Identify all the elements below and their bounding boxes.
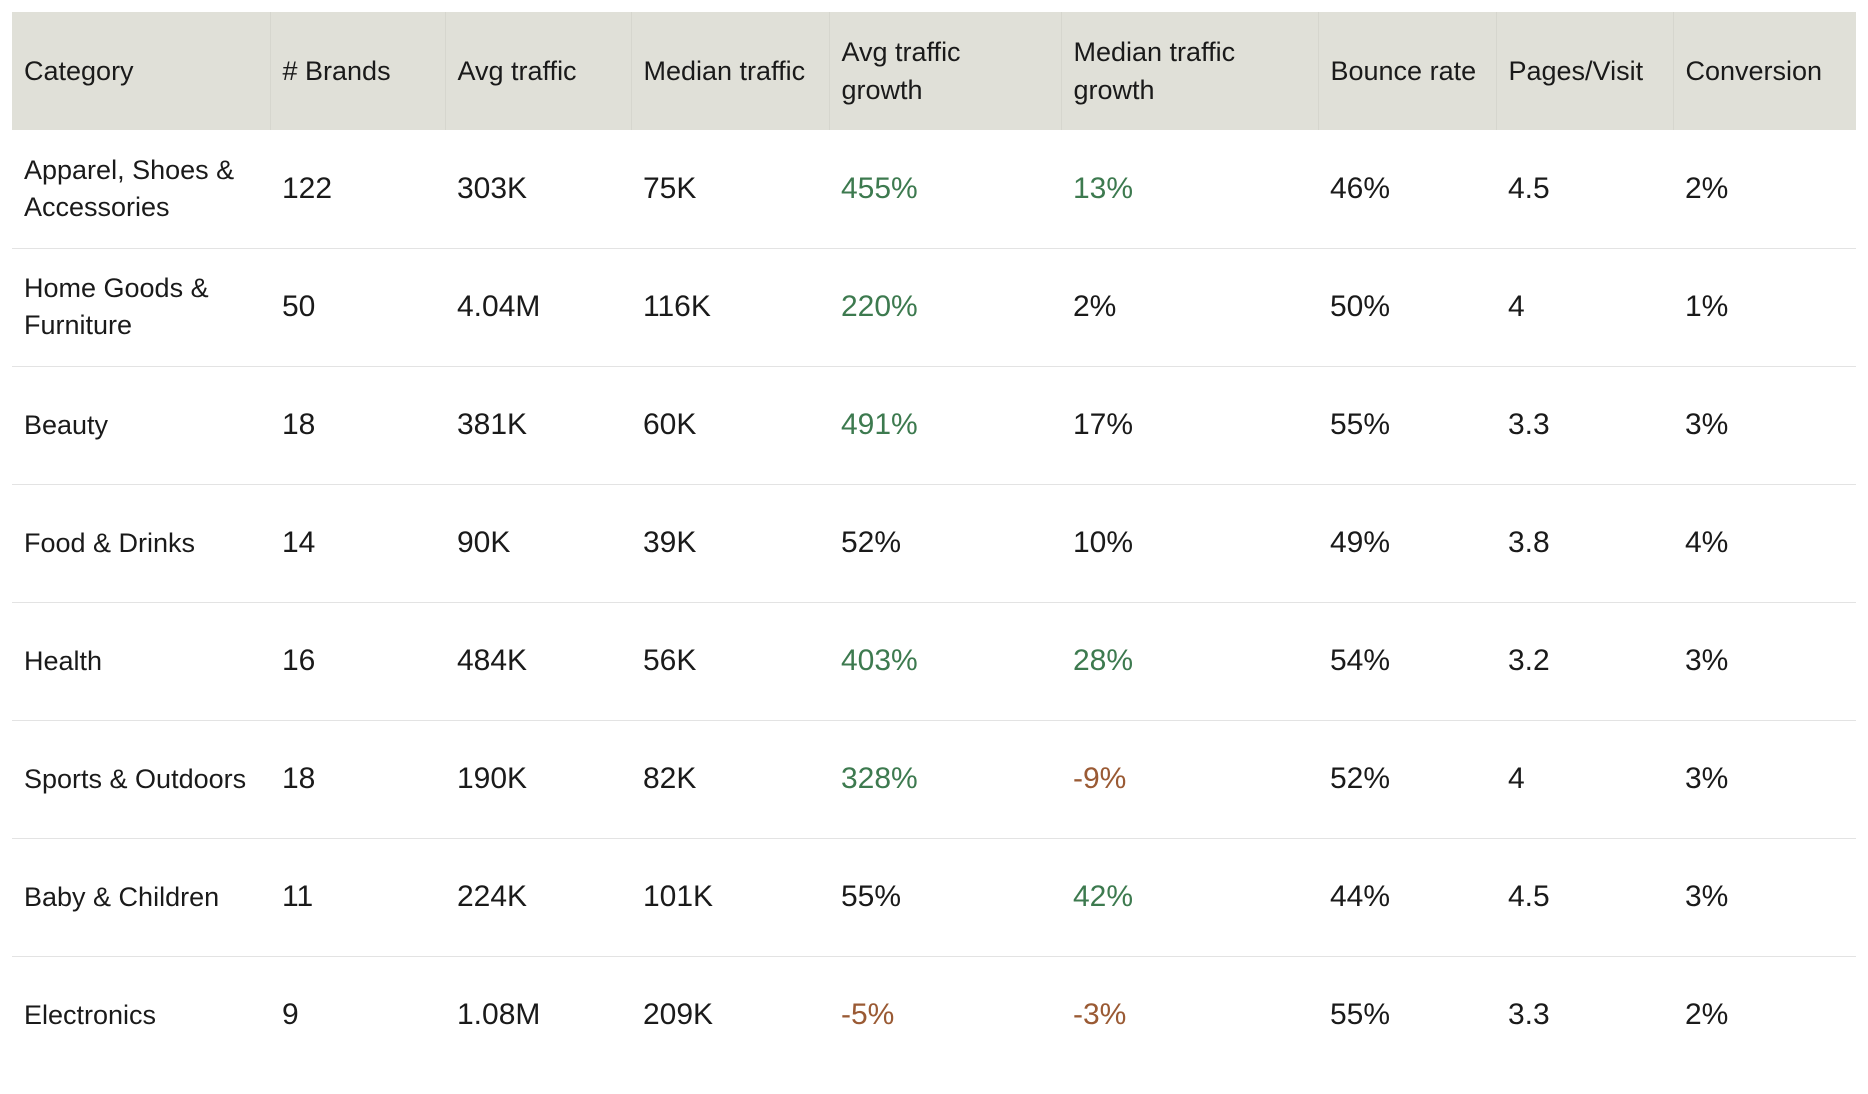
cell-conversion: 3% [1685, 408, 1729, 441]
cell-median-traffic-growth: -3% [1073, 998, 1127, 1032]
column-header-bounce-rate[interactable]: Bounce rate [1318, 12, 1497, 130]
category-metrics-table-container: Category # Brands Avg traffic Median tra… [12, 12, 1856, 1074]
cell-avg-traffic-growth: 491% [841, 408, 918, 441]
table-row: Sports & Outdoors 18 190K 82K 328% -9% 52% 4 3% [12, 720, 1856, 838]
column-header-median-traffic-growth[interactable]: Median traffic growth [1061, 12, 1319, 130]
cell-avg-traffic-growth: 328% [841, 762, 918, 795]
cell-median-traffic: 60K [643, 408, 697, 441]
cell-conversion: 2% [1685, 998, 1729, 1032]
cell-conversion: 1% [1685, 290, 1729, 323]
cell-conversion: 2% [1685, 171, 1729, 205]
cell-bounce-rate: 54% [1330, 644, 1391, 677]
cell-median-traffic-growth: 17% [1073, 408, 1134, 441]
table-header: Category # Brands Avg traffic Median tra… [12, 12, 1856, 130]
column-header-brands[interactable]: # Brands [270, 12, 446, 130]
column-header-avg-traffic-growth[interactable]: Avg traffic growth [829, 12, 1062, 130]
cell-pages-per-visit: 3.3 [1508, 998, 1550, 1032]
column-header-category[interactable]: Category [12, 12, 271, 130]
cell-median-traffic-growth: 28% [1073, 644, 1134, 677]
cell-bounce-rate: 55% [1330, 998, 1391, 1032]
cell-median-traffic-growth: 13% [1073, 171, 1134, 205]
table-row: Baby & Children 11 224K 101K 55% 42% 44% 4.5 3% [12, 838, 1856, 956]
cell-bounce-rate: 50% [1330, 290, 1391, 323]
column-header-median-traffic[interactable]: Median traffic [631, 12, 830, 130]
cell-avg-traffic-growth: 52% [841, 526, 902, 559]
table-row: Home Goods & Furniture 50 4.04M 116K 220% 2% 5… [12, 248, 1856, 366]
cell-brands: 9 [282, 998, 299, 1032]
cell-median-traffic: 101K [643, 880, 714, 913]
category-metrics-table: Category # Brands Avg traffic Median tra… [12, 12, 1856, 1074]
cell-avg-traffic: 4.04M [457, 290, 541, 323]
table-row: Apparel, Shoes & Accessories 122 303K 75K 45… [12, 130, 1856, 248]
column-header-avg-traffic[interactable]: Avg traffic [445, 12, 632, 130]
cell-avg-traffic: 1.08M [457, 998, 541, 1032]
cell-avg-traffic: 224K [457, 880, 528, 913]
cell-median-traffic-growth: 10% [1073, 526, 1134, 559]
cell-category: Electronics [24, 999, 157, 1030]
cell-median-traffic-growth: 42% [1073, 880, 1134, 913]
cell-brands: 50 [282, 290, 316, 323]
column-header-pages-per-visit[interactable]: Pages/Visit [1496, 12, 1674, 130]
table-row: Beauty 18 381K 60K 491% 17% 55% 3.3 3% [12, 366, 1856, 484]
cell-conversion: 3% [1685, 880, 1729, 913]
cell-median-traffic: 209K [643, 998, 714, 1032]
table-row: Electronics 9 1.08M 209K -5% -3% 55% 3.3 2% [12, 956, 1856, 1074]
cell-median-traffic: 116K [643, 290, 711, 323]
cell-pages-per-visit: 4 [1508, 762, 1525, 795]
header-row: Category # Brands Avg traffic Median tra… [12, 12, 1856, 130]
cell-category: Food & Drinks [24, 527, 196, 558]
cell-bounce-rate: 46% [1330, 171, 1391, 205]
cell-category: Baby & Children [24, 881, 220, 912]
column-header-conversion[interactable]: Conversion [1685, 56, 1823, 86]
cell-brands: 16 [282, 644, 316, 677]
table-body: Apparel, Shoes & Accessories 122 303K 75K 45… [12, 130, 1856, 1074]
cell-median-traffic-growth: -9% [1073, 762, 1127, 795]
cell-conversion: 3% [1685, 644, 1729, 677]
cell-median-traffic: 75K [643, 171, 697, 205]
table-row: Food & Drinks 14 90K 39K 52% 10% 49% 3.8 4% [12, 484, 1856, 602]
cell-median-traffic-growth: 2% [1073, 290, 1117, 323]
cell-median-traffic: 82K [643, 762, 697, 795]
cell-brands: 18 [282, 408, 316, 441]
cell-median-traffic: 39K [643, 526, 697, 559]
cell-pages-per-visit: 3.2 [1508, 644, 1550, 677]
cell-avg-traffic: 303K [457, 171, 528, 205]
cell-brands: 14 [282, 526, 316, 559]
cell-avg-traffic-growth: 455% [841, 171, 918, 205]
cell-avg-traffic: 190K [457, 762, 528, 795]
cell-avg-traffic: 381K [457, 408, 528, 441]
cell-bounce-rate: 52% [1330, 762, 1391, 795]
cell-category: Apparel, Shoes & Accessories [24, 154, 235, 222]
cell-avg-traffic-growth: 55% [841, 880, 902, 913]
cell-category: Health [24, 645, 103, 676]
cell-bounce-rate: 49% [1330, 526, 1391, 559]
cell-pages-per-visit: 4.5 [1508, 880, 1550, 913]
cell-pages-per-visit: 4.5 [1508, 171, 1550, 205]
cell-bounce-rate: 44% [1330, 880, 1391, 913]
cell-brands: 122 [282, 171, 333, 205]
cell-avg-traffic-growth: 220% [841, 290, 918, 323]
cell-brands: 18 [282, 762, 316, 795]
cell-pages-per-visit: 4 [1508, 290, 1525, 323]
cell-category: Home Goods & Furniture [24, 273, 209, 340]
cell-category: Beauty [24, 409, 109, 440]
cell-brands: 11 [282, 880, 314, 913]
cell-avg-traffic-growth: 403% [841, 644, 918, 677]
table-row: Health 16 484K 56K 403% 28% 54% 3.2 3% [12, 602, 1856, 720]
cell-avg-traffic: 90K [457, 526, 511, 559]
cell-conversion: 4% [1685, 526, 1729, 559]
cell-bounce-rate: 55% [1330, 408, 1391, 441]
cell-avg-traffic-growth: -5% [841, 998, 895, 1032]
cell-avg-traffic: 484K [457, 644, 528, 677]
cell-pages-per-visit: 3.8 [1508, 526, 1550, 559]
cell-median-traffic: 56K [643, 644, 697, 677]
cell-category: Sports & Outdoors [24, 763, 247, 794]
cell-conversion: 3% [1685, 762, 1729, 795]
cell-pages-per-visit: 3.3 [1508, 408, 1550, 441]
